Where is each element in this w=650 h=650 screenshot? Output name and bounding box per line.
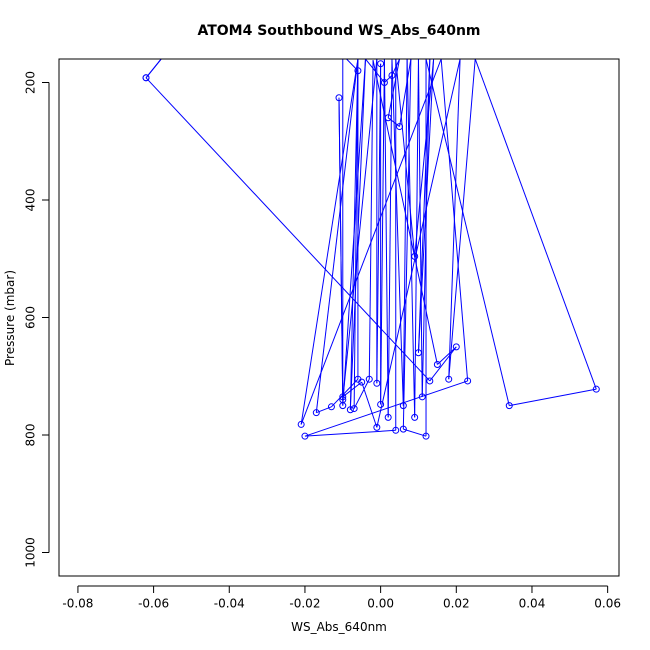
series-segment [315, 59, 359, 413]
data-point [399, 425, 407, 433]
chart-title: ATOM4 Southbound WS_Abs_640nm [197, 23, 480, 39]
series-segment [425, 59, 510, 406]
series-segment [414, 59, 435, 257]
series-segment [300, 59, 359, 425]
series-segment [361, 381, 378, 428]
x-tick-label: -0.08 [62, 597, 93, 611]
data-point [426, 377, 434, 385]
data-point [377, 60, 385, 68]
data-point [339, 396, 347, 404]
data-point [354, 67, 362, 75]
x-tick-label: -0.04 [214, 597, 245, 611]
x-tick-label: -0.02 [289, 597, 320, 611]
series-segment [448, 59, 461, 380]
data-point [411, 252, 419, 260]
y-tick-label: 200 [24, 71, 38, 94]
data-point [592, 385, 600, 393]
data-point [373, 379, 381, 387]
series-segment [368, 60, 374, 380]
series-segment [145, 77, 431, 382]
series-segment [384, 75, 393, 83]
x-tick-label: 0.02 [443, 597, 470, 611]
series-segment [391, 59, 404, 406]
series-segment [145, 59, 162, 79]
x-tick-label: 0.06 [594, 597, 621, 611]
series-segment [417, 59, 431, 353]
series-segment [342, 381, 363, 398]
series-segment [304, 429, 396, 437]
data-point [414, 349, 422, 357]
y-axis-label: Pressure (mbar) [3, 270, 17, 366]
series-segment [376, 63, 382, 384]
series-segment [429, 346, 457, 382]
series-segment [448, 59, 476, 380]
y-tick-label: 800 [24, 424, 38, 447]
data-point [365, 375, 373, 383]
data-point [346, 406, 354, 414]
data-point [350, 405, 358, 413]
data-point [392, 426, 400, 434]
data-point [422, 432, 430, 440]
series-segment [304, 380, 468, 437]
data-point [327, 403, 335, 411]
series-segment [437, 346, 457, 365]
series-segment [395, 59, 416, 257]
data-point [384, 114, 392, 122]
data-point [377, 400, 385, 408]
series-segment [406, 59, 416, 418]
x-axis: -0.08 -0.06 -0.04 -0.02 0.00 0.02 0.04 0.06 [62, 585, 621, 611]
data-point [418, 393, 426, 401]
y-tick-label: 1000 [24, 537, 38, 568]
series-segment [353, 59, 359, 409]
data-point [339, 393, 347, 401]
data-point [142, 74, 150, 82]
data-point [373, 423, 381, 431]
data-point [452, 343, 460, 351]
series-segment [338, 97, 344, 400]
series-segment [402, 59, 408, 406]
series-segment [380, 59, 385, 405]
data-point [297, 420, 305, 428]
series-markers [142, 60, 600, 440]
data-point [399, 402, 407, 410]
series-segment [403, 428, 427, 437]
series-segment [402, 59, 412, 430]
series-segment [474, 59, 597, 390]
series-segment [509, 388, 597, 407]
x-tick-label: -0.06 [138, 597, 169, 611]
x-axis-label: WS_Abs_640nm [291, 620, 387, 634]
data-point [384, 413, 392, 421]
y-axis: 200 400 600 800 1000 [24, 71, 50, 568]
y-tick-label: 600 [24, 306, 38, 329]
series-segment [387, 117, 400, 127]
data-point [358, 378, 366, 386]
series-lines [145, 59, 597, 437]
data-point [312, 409, 320, 417]
series-segment [365, 59, 385, 83]
series-segment [353, 378, 370, 409]
x-tick-label: 0.04 [519, 597, 546, 611]
series-segment [387, 59, 401, 118]
data-point [396, 123, 404, 131]
data-point [464, 377, 472, 385]
series-segment [331, 378, 359, 408]
data-point [301, 432, 309, 440]
y-tick-label: 400 [24, 189, 38, 212]
data-point [335, 94, 343, 102]
plot-frame [58, 58, 620, 577]
data-point [445, 375, 453, 383]
data-point [388, 71, 396, 79]
x-tick-label: 0.00 [367, 597, 394, 611]
series-segment [399, 59, 412, 127]
data-point [411, 413, 419, 421]
series-segment [342, 59, 366, 406]
data-point [505, 402, 513, 410]
series-segment [300, 59, 442, 425]
series-segment [342, 59, 378, 400]
series-segment [376, 59, 461, 428]
data-point [380, 79, 388, 86]
data-point [433, 361, 441, 368]
